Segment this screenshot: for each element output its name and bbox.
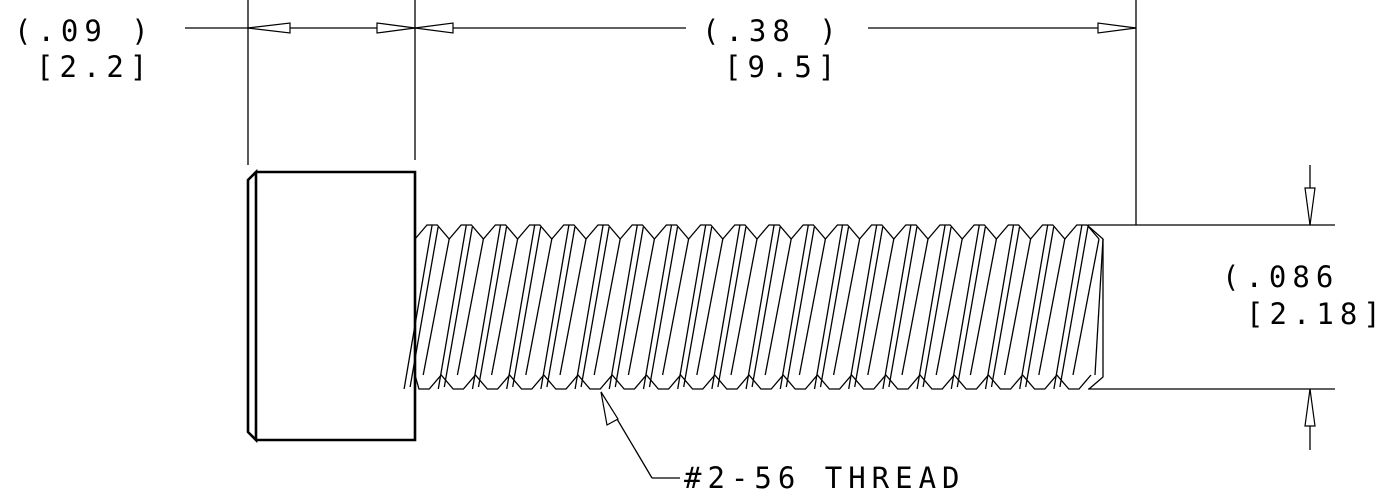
thread-root-line xyxy=(696,238,724,376)
thread-crest-line xyxy=(848,224,878,390)
thread-crest-line xyxy=(956,226,986,388)
thread-crest-line xyxy=(854,226,884,388)
thread-crest-line xyxy=(506,224,536,390)
thread-root-line xyxy=(935,238,963,376)
thread-root-line xyxy=(832,238,861,376)
thread-crest-line xyxy=(540,224,570,390)
thread-crest-line xyxy=(512,226,542,388)
thread-root-line xyxy=(1003,238,1032,376)
thread-root-line xyxy=(422,238,450,376)
thread-crest-line xyxy=(1025,226,1055,388)
shank-length-dimension: (.38 ) [9.5] xyxy=(414,0,1137,225)
thread-root-line xyxy=(901,238,929,376)
thread-root-line xyxy=(661,238,690,376)
screw-end-chamfer xyxy=(1086,224,1104,390)
screw-head xyxy=(246,168,417,444)
arrowhead xyxy=(1304,388,1316,427)
thread-callout-label: #2-56 THREAD xyxy=(684,461,966,493)
thread-root-line xyxy=(525,238,553,376)
thread-crest-line xyxy=(990,226,1021,388)
thread-crest-line xyxy=(779,224,809,390)
thread-crest-line xyxy=(477,226,508,388)
head-chamfer xyxy=(246,168,258,444)
thread-crest-line xyxy=(785,226,815,388)
arrowhead xyxy=(247,22,291,34)
thread-crest-line xyxy=(984,224,1015,390)
thread-crest-line xyxy=(471,224,502,390)
thread-crest-line xyxy=(403,224,433,390)
thread-crest-line xyxy=(813,224,844,390)
arrowhead xyxy=(600,391,619,426)
thread-crest-line xyxy=(642,224,673,390)
thread-root-line xyxy=(969,238,998,376)
thread-top-profile xyxy=(414,224,1100,241)
thread-crest-line xyxy=(751,226,781,388)
thread-crest-line xyxy=(916,224,946,390)
thread-root-line xyxy=(627,238,656,376)
arrowhead xyxy=(376,22,416,34)
arrowhead xyxy=(414,22,454,34)
thread-crest-line xyxy=(614,226,644,388)
head-length-mm: [2.2] xyxy=(36,50,153,84)
shank-length-inch: (.38 ) xyxy=(702,14,843,48)
thread-callout: #2-56 THREAD xyxy=(600,391,966,493)
thread-root-line xyxy=(764,238,792,376)
thread-crest-line xyxy=(922,226,952,388)
thread-root-line xyxy=(456,238,485,376)
arrowhead xyxy=(1097,22,1137,34)
thread-crest-line xyxy=(888,226,918,388)
thread-crest-line xyxy=(717,226,747,388)
thread-crest-line xyxy=(574,224,604,390)
thread-crest-line xyxy=(648,226,679,388)
head-length-dimension: (.09 ) [2.2] xyxy=(14,0,416,165)
thread-root-line xyxy=(559,238,587,376)
head-outline xyxy=(256,170,417,442)
diameter-inch: (.086 xyxy=(1222,260,1339,294)
thread-root-line xyxy=(1072,238,1100,376)
head-length-inch: (.09 ) xyxy=(14,14,155,48)
shank-length-mm: [9.5] xyxy=(724,50,841,84)
thread-root-line xyxy=(593,238,621,376)
thread-crest-line xyxy=(819,226,850,388)
thread-root-line xyxy=(1038,238,1066,376)
thread-crest-line xyxy=(950,224,980,390)
thread-crest-line xyxy=(437,224,467,390)
thread-crest-line xyxy=(580,226,610,388)
thread-root-line xyxy=(730,238,758,376)
diameter-dimension: (.086 [2.18] xyxy=(1088,165,1384,450)
thread-crest-line xyxy=(882,224,912,390)
thread-crest-line xyxy=(745,224,775,390)
thread-crest-line xyxy=(1059,226,1089,388)
thread-crest-line xyxy=(711,224,741,390)
arrowhead xyxy=(1304,187,1316,226)
diameter-mm: [2.18] xyxy=(1246,297,1384,331)
thread-crest-line xyxy=(608,224,638,390)
thread-crest-line xyxy=(683,226,713,388)
threaded-shank xyxy=(403,224,1104,390)
thread-crest-line xyxy=(546,226,576,388)
thread-crest-line xyxy=(1019,224,1049,390)
thread-root-line xyxy=(867,238,895,376)
thread-root-line xyxy=(490,238,519,376)
thread-crest-line xyxy=(1053,224,1083,390)
screw-end-line xyxy=(1094,238,1104,376)
thread-root-line xyxy=(798,238,827,376)
thread-crest-line xyxy=(443,226,473,388)
thread-crest-line xyxy=(677,224,707,390)
